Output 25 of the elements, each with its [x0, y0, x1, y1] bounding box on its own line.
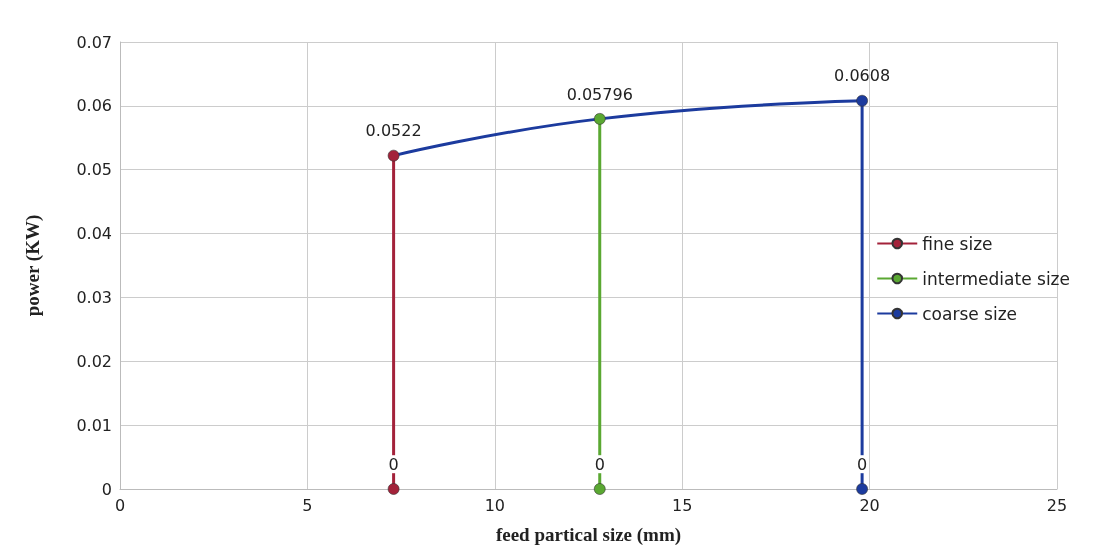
x-tick-label: 20	[859, 495, 880, 515]
legend-label: fine size	[922, 233, 993, 254]
legend-label: intermediate size	[922, 268, 1071, 289]
x-tick-label: 0	[114, 495, 126, 515]
x-axis-title: feed partical size (mm)	[495, 524, 682, 546]
x-tick-label: 15	[672, 495, 693, 515]
y-tick-label: 0.03	[76, 287, 112, 307]
data-label: 0.0522	[365, 121, 422, 141]
data-label: 0.05796	[566, 84, 633, 104]
y-tick-label: 0.02	[76, 351, 112, 371]
x-tick-label: 5	[302, 495, 313, 515]
y-tick-label: 0	[101, 479, 112, 499]
data-label: 0.0608	[834, 66, 891, 86]
y-tick-label: 0.07	[76, 32, 112, 52]
y-tick-label: 0.04	[76, 224, 112, 244]
y-tick-label: 0.06	[76, 96, 112, 116]
data-label: 0	[857, 454, 868, 474]
y-tick-label: 0.01	[76, 415, 112, 435]
x-tick-label: 25	[1046, 495, 1068, 515]
data-label: 0	[594, 454, 605, 474]
y-axis-title: power (KW)	[22, 214, 44, 317]
y-tick-label: 0.05	[76, 160, 112, 180]
x-tick-label: 10	[484, 495, 505, 515]
data-label: 0	[388, 454, 399, 474]
legend-label: coarse size	[922, 303, 1018, 324]
